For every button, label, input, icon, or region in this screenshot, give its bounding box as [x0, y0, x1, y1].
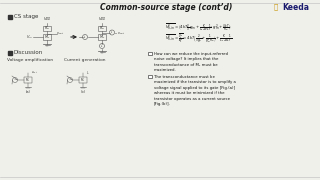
Bar: [98, 34, 106, 40]
Text: $R_D$: $R_D$: [99, 25, 105, 32]
Text: $V_{in}$: $V_{in}$: [26, 33, 32, 41]
Text: $v_{out}$: $v_{out}$: [56, 31, 64, 37]
Text: $i_g$: $i_g$: [83, 33, 87, 40]
Text: Current generation: Current generation: [64, 58, 106, 62]
Text: ~: ~: [13, 78, 17, 82]
Text: ~: ~: [68, 78, 72, 82]
Text: $v_{out}$: $v_{out}$: [117, 31, 125, 37]
Text: $M_1$: $M_1$: [25, 76, 31, 84]
Text: (a): (a): [26, 90, 30, 94]
Text: $I_D$: $I_D$: [86, 69, 90, 77]
Text: $v_{out}$: $v_{out}$: [31, 70, 38, 76]
Text: $v_{in}$: $v_{in}$: [71, 34, 77, 40]
Text: $\overline{V^2_{n,in}} = \frac{\overline{V^2_n}}{A^2_v} = 4kT\left(\frac{2}{3g_m: $\overline{V^2_{n,in}} = \frac{\overline…: [165, 32, 233, 45]
Text: CS stage: CS stage: [14, 14, 38, 19]
Text: Discussion: Discussion: [14, 50, 43, 55]
Text: $R_D$: $R_D$: [44, 25, 50, 32]
Text: Voltage amplification: Voltage amplification: [7, 58, 53, 62]
Bar: [24, 77, 32, 83]
Text: How can we reduce the input-referred
noise voltage? It implies that the
transcon: How can we reduce the input-referred noi…: [154, 51, 228, 72]
Text: The transconductance must be
maximized if the transistor is to amplify a
voltage: The transconductance must be maximized i…: [154, 75, 236, 106]
Bar: [79, 77, 87, 83]
Bar: [43, 26, 51, 31]
Text: Keeda: Keeda: [282, 3, 309, 12]
Text: $M_1$: $M_1$: [99, 33, 105, 41]
Bar: [148, 51, 151, 55]
Text: $i_d$: $i_d$: [100, 42, 104, 50]
Bar: [43, 34, 51, 40]
Text: Common-source stage (cont’d): Common-source stage (cont’d): [100, 3, 232, 12]
Text: $M_1$: $M_1$: [44, 33, 50, 41]
Bar: [148, 75, 151, 78]
Text: $M_1$: $M_1$: [80, 76, 86, 84]
Text: $\overline{V^2_{n,in}} = \left(4kT\frac{2}{3}g_m + \frac{K}{C_{ox}WL}\frac{1}{f}: $\overline{V^2_{n,in}} = \left(4kT\frac{…: [165, 22, 232, 33]
Text: (b): (b): [81, 90, 85, 94]
Text: $i_n$: $i_n$: [110, 29, 114, 36]
Text: $V_{DD}$: $V_{DD}$: [98, 15, 106, 23]
Text: Ⓐ: Ⓐ: [274, 3, 278, 10]
Bar: [98, 26, 106, 31]
Text: $V_{DD}$: $V_{DD}$: [43, 15, 52, 23]
